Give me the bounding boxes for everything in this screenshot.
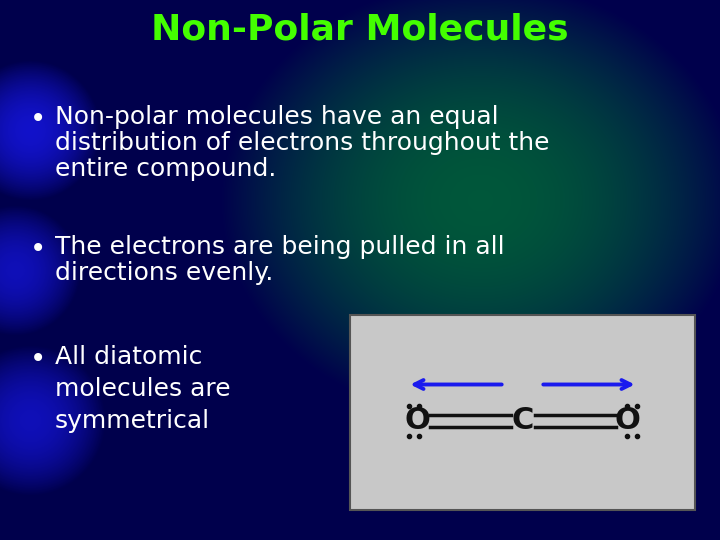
Text: C: C <box>511 406 534 435</box>
Text: •: • <box>30 345 46 373</box>
Text: O: O <box>615 406 640 435</box>
Text: molecules are: molecules are <box>55 377 230 401</box>
Text: symmetrical: symmetrical <box>55 409 210 433</box>
Text: directions evenly.: directions evenly. <box>55 261 274 285</box>
Text: •: • <box>30 235 46 263</box>
Text: Non-polar molecules have an equal: Non-polar molecules have an equal <box>55 105 499 129</box>
Text: The electrons are being pulled in all: The electrons are being pulled in all <box>55 235 505 259</box>
Text: O: O <box>405 406 431 435</box>
Text: All diatomic: All diatomic <box>55 345 202 369</box>
Text: distribution of electrons throughout the: distribution of electrons throughout the <box>55 131 549 155</box>
Bar <box>350 315 695 510</box>
Text: Non-Polar Molecules: Non-Polar Molecules <box>151 13 569 47</box>
Text: •: • <box>30 105 46 133</box>
Text: entire compound.: entire compound. <box>55 157 276 181</box>
